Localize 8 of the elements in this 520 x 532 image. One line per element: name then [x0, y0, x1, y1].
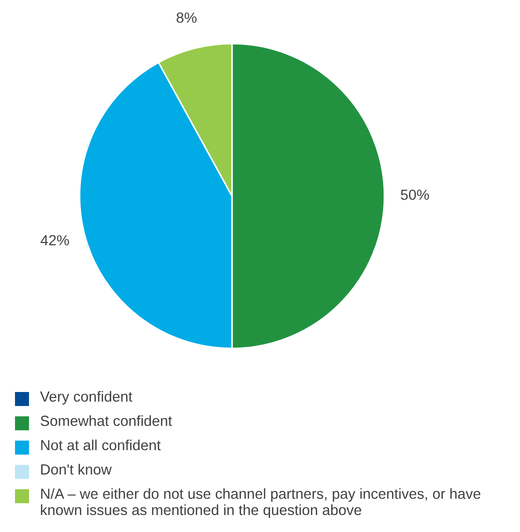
legend-label: Don't know — [41, 464, 112, 475]
legend-label: N/A – we either do not use channel partners, pay incentives, or have known issues as mentioned in the question above — [40, 488, 480, 518]
data-label: 50% — [400, 190, 429, 200]
legend-label: Somewhat confident — [40, 415, 172, 426]
legend-label: Very confident — [40, 391, 132, 405]
data-label: 8% — [176, 12, 197, 23]
data-label: 42% — [40, 235, 69, 246]
legend-label: Not at all confident — [41, 440, 161, 450]
